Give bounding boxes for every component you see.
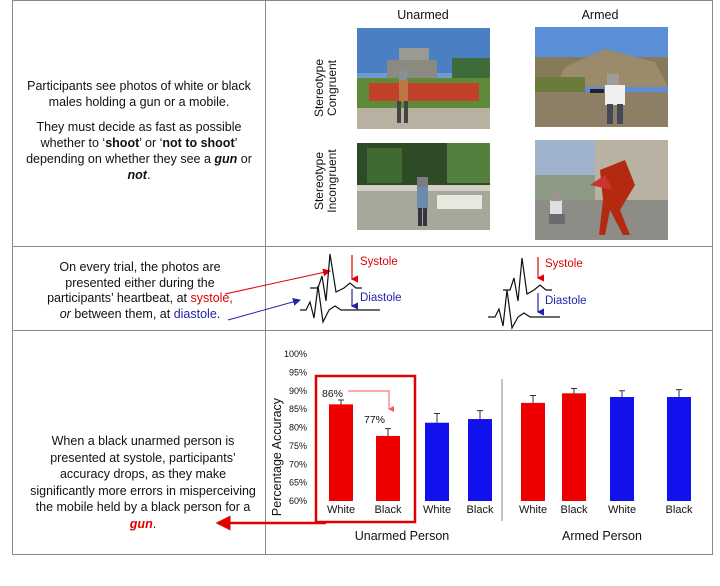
error-bar [434, 413, 440, 423]
error-bar [385, 428, 391, 436]
annotation-86: 86% [322, 388, 343, 400]
error-bar [571, 388, 577, 394]
y-tick-label: 70% [289, 459, 307, 469]
bar-unarmed-black-systole [376, 435, 400, 501]
x-tick-label: White [423, 504, 451, 516]
bar-unarmed-white-systole [329, 404, 353, 501]
y-tick-label: 100% [284, 349, 307, 359]
error-bar [477, 410, 483, 420]
diastole-pointer-arrow [227, 298, 301, 321]
diastole-label-left: Diastole [360, 292, 402, 304]
row-divider-2 [12, 330, 713, 331]
ecg-trace-diastole-left [300, 285, 380, 324]
y-tick-label: 65% [289, 478, 307, 488]
bar-armed-black-systole [562, 393, 586, 501]
x-tick-label: Black [561, 504, 588, 516]
ecg-illustration: Systole Diastole Systole Diastole [224, 253, 587, 330]
result-description: When a black unarmed person is presented… [30, 434, 256, 531]
error-bar [676, 389, 682, 397]
ecg-trace-systole-left [310, 253, 362, 302]
error-bar [530, 395, 536, 403]
row-divider-1 [12, 246, 713, 247]
y-tick-label: 95% [289, 367, 307, 377]
drop-annotation-arrow [348, 390, 394, 412]
column-divider [265, 0, 266, 555]
bar-unarmed-white-diastole [425, 422, 449, 501]
col-header-unarmed: Unarmed [397, 8, 449, 22]
diastole-word: diastole [173, 306, 217, 321]
bar-armed-white-systole [521, 402, 545, 501]
systole-word: systole [190, 291, 230, 305]
highlight-box [314, 374, 417, 524]
photo-unarmed-incongruent [357, 143, 490, 230]
error-bar [619, 390, 625, 397]
bar-armed-black-diastole [667, 396, 691, 501]
task-description-p2: They must decide as fast as possible whe… [26, 120, 252, 182]
systole-label-right: Systole [545, 258, 583, 270]
annotation-77: 77% [364, 414, 385, 426]
x-tick-label: Black [666, 504, 693, 516]
systole-pointer-arrow [224, 268, 331, 295]
photo-armed-congruent [535, 27, 668, 127]
x-tick-label: Black [467, 504, 494, 516]
ecg-trace-systole-right [503, 257, 552, 302]
row-label-incongruent: Stereotype Incongruent [312, 149, 339, 213]
bar-armed-white-diastole [610, 396, 634, 501]
x-tick-label: White [608, 504, 636, 516]
row-label-congruent: Stereotype Congruent [312, 58, 339, 118]
photo-armed-incongruent [535, 140, 668, 240]
x-tick-label: White [519, 504, 547, 516]
bar-unarmed-black-diastole [468, 419, 492, 501]
error-bar [338, 399, 344, 405]
diastole-label-right: Diastole [545, 295, 587, 307]
y-axis-label: Percentage Accuracy [270, 397, 284, 516]
timing-description: On every trial, the photos are presented… [47, 260, 233, 321]
systole-label-left: Systole [360, 256, 398, 268]
y-tick-label: 80% [289, 423, 307, 433]
group-label-unarmed: Unarmed Person [355, 529, 450, 543]
y-tick-label: 90% [289, 386, 307, 396]
x-tick-label: White [327, 504, 355, 516]
gun-word: gun [129, 516, 153, 531]
x-tick-label: Black [375, 504, 402, 516]
task-description: Participants see photos of white or blac… [24, 78, 254, 183]
figure-frame [12, 0, 713, 555]
y-tick-label: 85% [289, 404, 307, 414]
y-tick-label: 60% [289, 496, 307, 506]
photo-unarmed-congruent [357, 28, 490, 129]
task-description-p1: Participants see photos of white or blac… [27, 79, 251, 109]
accuracy-chart: 60% 65% 70% 75% 80% 85% 90% 95% 100% Percentage … [270, 349, 693, 543]
col-header-armed: Armed [581, 8, 619, 22]
group-label-armed: Armed Person [562, 529, 642, 543]
ecg-trace-diastole-right [488, 289, 560, 330]
pointer-arrow-to-text [215, 515, 326, 531]
y-tick-label: 75% [289, 441, 307, 451]
